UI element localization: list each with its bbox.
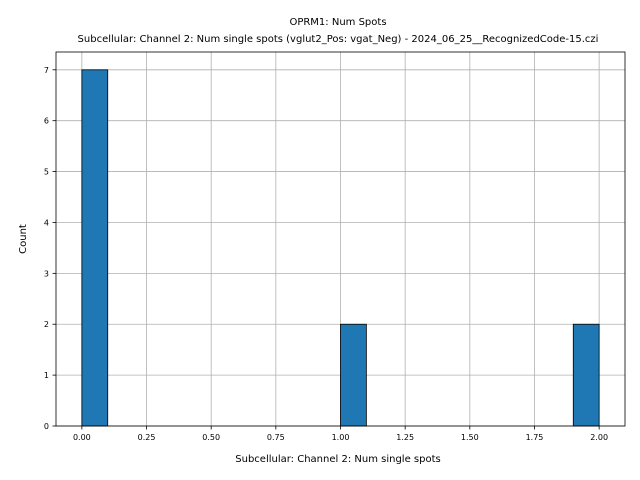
x-axis-label: Subcellular: Channel 2: Num single spots [235,454,440,465]
x-tick-label: 0.75 [267,433,285,442]
y-tick-label: 1 [44,371,49,380]
y-tick-label: 7 [44,66,49,75]
x-axis-ticks: 0.00 0.25 0.50 0.75 1.00 1.25 1.50 1.75 2.00 [73,426,608,442]
x-tick-label: 1.50 [461,433,479,442]
y-tick-label: 6 [44,117,49,126]
chart-subtitle: Subcellular: Channel 2: Num single spots… [78,34,599,45]
x-tick-label: 1.25 [396,433,414,442]
histogram-bar [340,323,367,427]
y-axis-label: Count [18,224,29,254]
chart-title: OPRM1: Num Spots [289,17,386,28]
x-tick-label: 1.00 [332,433,350,442]
y-tick-label: 5 [44,168,49,177]
histogram-bars [81,69,600,427]
x-tick-label: 0.00 [73,433,91,442]
y-tick-label: 0 [44,422,49,431]
y-tick-label: 2 [44,320,49,329]
y-axis-ticks: 0 1 2 3 4 5 6 7 [44,66,56,431]
x-tick-label: 2.00 [590,433,608,442]
grid-lines [56,52,625,427]
y-tick-label: 4 [44,218,49,227]
x-tick-label: 0.50 [202,433,220,442]
y-tick-label: 3 [44,269,49,278]
histogram-bar [572,323,600,427]
x-tick-label: 1.75 [526,433,544,442]
x-tick-label: 0.25 [138,433,156,442]
histogram-bar [81,69,109,427]
